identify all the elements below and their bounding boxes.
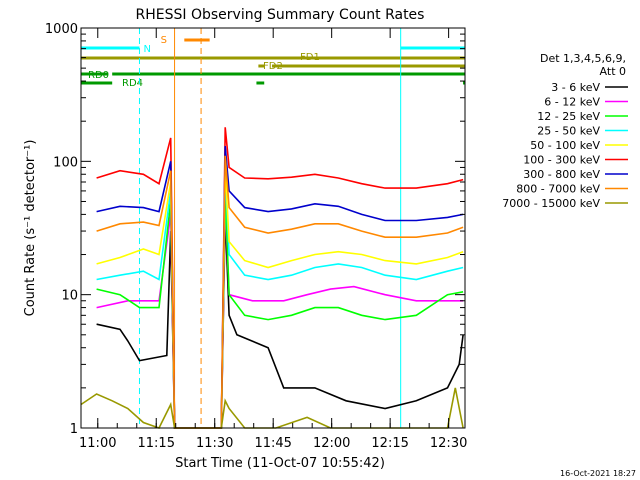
x-tick-label: 11:00 xyxy=(79,436,116,451)
series-line xyxy=(96,201,464,429)
series-line xyxy=(96,190,464,429)
y-tick-label: 1 xyxy=(70,422,78,437)
legend-label: 7000 - 15000 keV xyxy=(502,197,600,210)
x-tick-label: 12:00 xyxy=(313,436,350,451)
legend-label: 12 - 25 keV xyxy=(537,110,600,123)
x-axis: 11:00 11:15 11:30 11:45 12:00 12:15 12:30 xyxy=(79,28,467,451)
x-tick-label: 11:30 xyxy=(196,436,233,451)
legend-label: 3 - 6 keV xyxy=(551,81,600,94)
x-tick-label: 11:15 xyxy=(138,436,175,451)
series-line xyxy=(80,387,464,429)
date-stamp: 16-Oct-2021 18:27 xyxy=(560,469,636,478)
x-axis-label: Start Time (11-Oct-07 10:55:42) xyxy=(175,456,385,471)
legend-header: Att 0 xyxy=(600,65,626,78)
legend-label: 25 - 50 keV xyxy=(537,125,600,138)
legend-label: 800 - 7000 keV xyxy=(516,183,600,196)
legend: Det 1,3,4,5,6,9,Att 03 - 6 keV 6 - 12 keV… xyxy=(502,52,628,210)
series-line xyxy=(96,146,464,429)
flag-label: N xyxy=(143,44,150,55)
x-tick-label: 12:15 xyxy=(371,436,408,451)
legend-label: 300 - 800 keV xyxy=(523,168,600,181)
x-tick-label: 12:30 xyxy=(430,436,467,451)
y-axis-label: Count Rate (s⁻¹ detector⁻¹) xyxy=(23,140,38,317)
flag-label: S xyxy=(161,35,167,46)
y-tick-label: 100 xyxy=(53,155,78,170)
flag-label: RD0 xyxy=(88,70,109,81)
series-line xyxy=(96,155,464,429)
series-line xyxy=(96,127,464,429)
series-line xyxy=(96,167,464,429)
legend-label: 50 - 100 keV xyxy=(530,139,600,152)
flag-label: FD2 xyxy=(263,61,283,72)
legend-label: 100 - 300 keV xyxy=(523,154,600,167)
data-series xyxy=(80,127,464,429)
legend-header: Det 1,3,4,5,6,9, xyxy=(540,52,626,65)
y-axis: 1 10 100 1000 xyxy=(45,22,465,437)
series-line xyxy=(96,214,464,429)
x-tick-label: 11:45 xyxy=(254,436,291,451)
y-tick-label: 10 xyxy=(61,289,78,304)
y-tick-label: 1000 xyxy=(45,22,78,37)
series-line xyxy=(96,174,464,429)
flag-bars: NS FD1 FD2 RD0 RD4 xyxy=(81,35,465,89)
flag-label: RD4 xyxy=(122,78,143,89)
legend-label: 6 - 12 keV xyxy=(544,96,600,109)
flag-label: FD1 xyxy=(300,52,320,63)
chart-title: RHESSI Observing Summary Count Rates xyxy=(136,7,425,23)
